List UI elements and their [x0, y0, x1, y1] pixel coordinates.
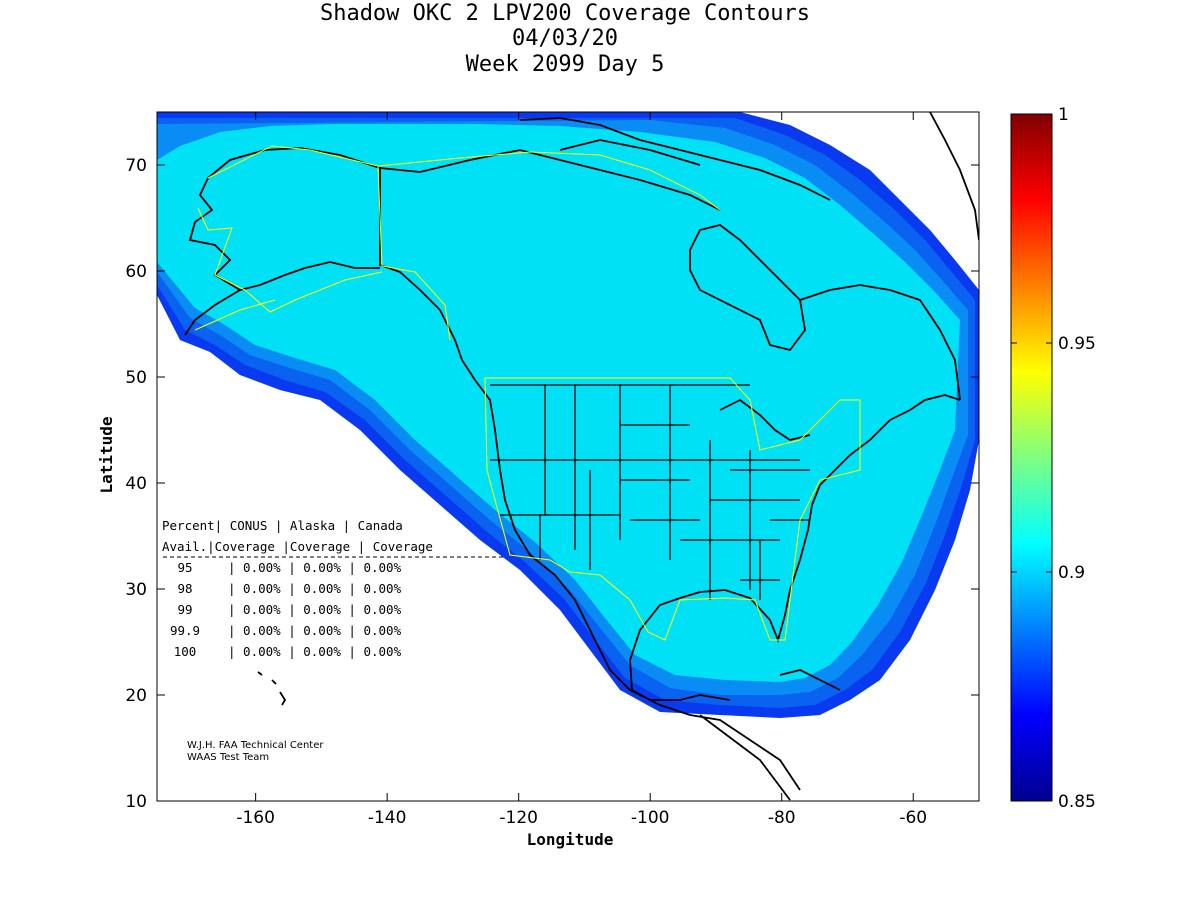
- x-ticks: -160 -140 -120 -100 -80 -60: [236, 112, 927, 828]
- y-tick-label: 50: [125, 368, 147, 388]
- x-tick-label: -100: [631, 808, 670, 828]
- axes-frame: [156, 111, 980, 802]
- x-axis-label: Longitude: [527, 830, 614, 849]
- availability-table: Percent| CONUS | Alaska | Canada Avail.|…: [162, 518, 505, 659]
- table-header-1: Percent| CONUS | Alaska | Canada: [162, 518, 403, 533]
- us-state-borders: [490, 384, 810, 600]
- chart-title-line-3: Week 2099 Day 5: [465, 52, 665, 77]
- table-row: | 0.00% | 0.00% | 0.00%: [228, 623, 402, 638]
- table-cell-percent: 99.9: [170, 623, 200, 638]
- colorbar-tick-label: 0.95: [1058, 334, 1096, 354]
- y-tick-label: 40: [125, 474, 147, 494]
- table-row: | 0.00% | 0.00% | 0.00%: [228, 560, 402, 575]
- y-axis-label: Latitude: [97, 416, 116, 493]
- colorbar-tick-label: 0.9: [1058, 563, 1085, 583]
- table-row: | 0.00% | 0.00% | 0.00%: [228, 644, 402, 659]
- colorbar-tick-label: 1: [1058, 105, 1069, 125]
- chart-title-line-2: 04/03/20: [512, 26, 618, 51]
- table-header-2: Avail.|Coverage |Coverage | Coverage: [162, 539, 433, 554]
- table-cell-percent: 98: [177, 581, 192, 596]
- table-row: | 0.00% | 0.00% | 0.00%: [228, 602, 402, 617]
- table-cell-percent: 100: [174, 644, 197, 659]
- x-tick-label: -80: [768, 808, 796, 828]
- service-volume-boundaries: [194, 145, 861, 641]
- x-tick-label: -120: [499, 808, 538, 828]
- table-row: | 0.00% | 0.00% | 0.00%: [228, 581, 402, 596]
- coastlines: [184, 112, 979, 801]
- y-tick-label: 60: [125, 262, 147, 282]
- chart-title-line-1: Shadow OKC 2 LPV200 Coverage Contours: [319, 1, 811, 26]
- x-tick-label: -140: [368, 808, 407, 828]
- plot-area: [157, 112, 979, 801]
- credit-line-1: W.J.H. FAA Technical Center: [187, 740, 324, 751]
- colorbar: [1011, 114, 1052, 801]
- table-cell-percent: 95: [177, 560, 192, 575]
- y-ticks: 10 20 30 40 50 60 70: [125, 156, 979, 812]
- colorbar-frame: [1010, 113, 1053, 802]
- table-cell-percent: 99: [177, 602, 192, 617]
- x-tick-label: -160: [236, 808, 275, 828]
- x-tick-label: -60: [899, 808, 927, 828]
- y-tick-label: 30: [125, 580, 147, 600]
- colorbar-tick-label: 0.85: [1058, 792, 1096, 812]
- y-tick-label: 10: [125, 792, 147, 812]
- credit-line-2: WAAS Test Team: [187, 752, 269, 763]
- colorbar-ticks: 0.85 0.9 0.95 1: [1011, 105, 1096, 812]
- y-tick-label: 20: [125, 686, 147, 706]
- coverage-region-main: [157, 124, 960, 682]
- y-tick-label: 70: [125, 156, 147, 176]
